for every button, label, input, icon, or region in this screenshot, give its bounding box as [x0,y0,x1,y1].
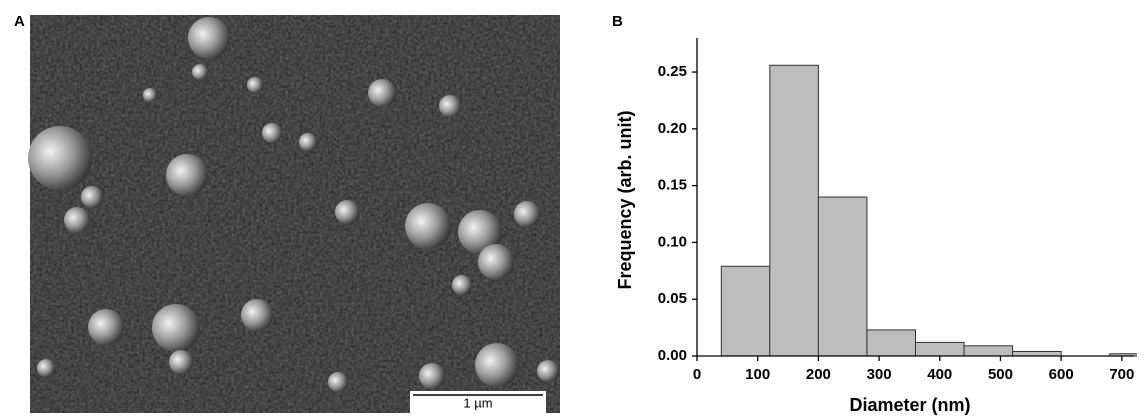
y-tick-label: 0.00 [658,347,687,364]
bar [866,329,917,357]
scale-bar-label: 1 µm [463,395,492,410]
bar [769,64,819,357]
x-tick-label: 400 [927,366,952,383]
x-tick-label: 300 [867,366,892,383]
y-tick-label: 0.20 [658,120,687,137]
y-axis-label: Frequency (arb. unit) [615,110,635,289]
bars [720,64,1137,357]
x-tick-label: 600 [1049,366,1074,383]
y-tick-label: 0.15 [658,177,687,194]
x-tick-label: 0 [693,366,701,383]
x-axis-label: Diameter (nm) [849,395,970,415]
bar [915,341,965,357]
bar [1012,350,1062,357]
y-tick-label: 0.25 [658,63,687,80]
x-tick-label: 700 [1109,366,1134,383]
y-tick-label: 0.10 [658,233,687,250]
x-tick-label: 200 [806,366,831,383]
micrograph: 1 µm [28,15,560,413]
bar [963,345,1014,357]
panel-label: B [612,13,623,30]
panel-label: A [14,13,25,30]
bar [720,265,771,357]
bar [817,196,868,357]
x-tick-label: 500 [988,366,1013,383]
x-tick-label: 100 [745,366,770,383]
y-tick-label: 0.05 [658,290,687,307]
